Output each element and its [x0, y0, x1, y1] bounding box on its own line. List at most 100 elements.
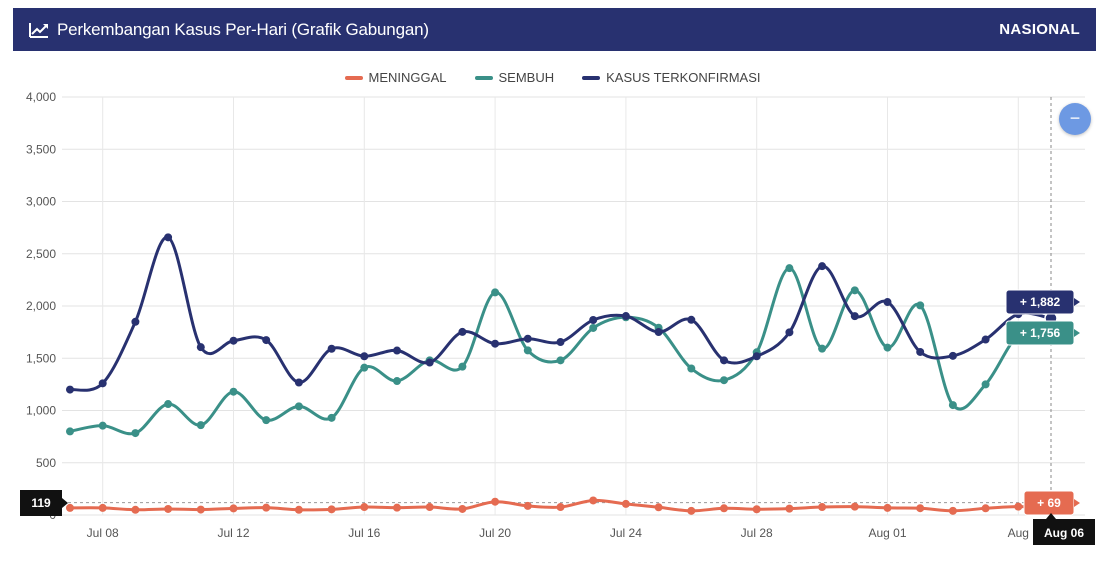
data-point — [360, 352, 369, 361]
x-axis-marker-arrow — [1046, 513, 1056, 519]
y-tick-label: 1,500 — [26, 351, 56, 365]
y-tick-label: 2,000 — [26, 299, 56, 313]
legend-item-confirmed[interactable]: KASUS TERKONFIRMASI — [582, 70, 760, 85]
series-points-deaths — [66, 496, 1058, 515]
data-point — [621, 499, 630, 508]
data-point — [229, 336, 238, 345]
data-point — [850, 502, 859, 511]
data-point — [621, 312, 630, 321]
x-tick-label: Jul 28 — [741, 526, 773, 540]
tooltip-deaths: + 69 — [1023, 490, 1080, 516]
tooltip-confirmed: + 1,882 — [1005, 289, 1080, 315]
legend-swatch-deaths — [344, 75, 363, 80]
legend-item-deaths[interactable]: MENINGGAL — [344, 70, 447, 85]
data-point — [458, 504, 467, 513]
y-tick-label: 500 — [36, 456, 56, 470]
data-point — [948, 506, 957, 515]
data-point — [393, 377, 401, 386]
data-point — [556, 338, 565, 347]
series-line-confirmed — [69, 235, 1052, 392]
data-point — [196, 421, 205, 430]
data-point — [66, 385, 74, 394]
data-point — [752, 505, 761, 514]
data-point — [393, 346, 401, 355]
data-point — [458, 362, 467, 371]
data-point — [294, 402, 303, 411]
data-point — [491, 339, 500, 348]
scope-label[interactable]: NASIONAL — [999, 21, 1080, 38]
x-tick-label: Jul 16 — [348, 526, 380, 540]
data-point — [850, 312, 859, 321]
data-point — [556, 356, 565, 365]
data-point — [98, 421, 107, 430]
data-point — [818, 503, 827, 512]
data-point — [523, 334, 532, 343]
data-point — [458, 327, 467, 336]
data-point — [98, 503, 107, 512]
data-point — [294, 505, 303, 514]
x-axis-marker-text: Aug 06 — [1044, 526, 1084, 540]
data-point — [818, 344, 827, 353]
data-point — [981, 380, 990, 389]
data-point — [360, 363, 369, 372]
data-point — [491, 497, 500, 506]
data-point — [327, 413, 336, 422]
data-point — [164, 400, 173, 409]
y-axis-marker-arrow — [62, 498, 68, 508]
data-point — [523, 346, 532, 355]
data-point — [720, 356, 728, 365]
header-left: Perkembangan Kasus Per-Hari (Grafik Gabu… — [29, 20, 429, 40]
data-point — [752, 352, 761, 361]
data-point — [687, 506, 696, 515]
x-tick-label: Jul 12 — [217, 526, 249, 540]
tooltip-recovered-arrow — [1074, 329, 1080, 337]
data-point — [196, 505, 205, 514]
data-point — [589, 496, 598, 505]
data-point — [948, 401, 957, 410]
tooltip-deaths-text: + 69 — [1037, 496, 1061, 510]
y-tick-label: 2,500 — [26, 247, 56, 261]
x-axis-marker-box — [1033, 519, 1095, 545]
y-axis-marker-box — [20, 490, 62, 516]
x-tick-label: Jul 08 — [87, 526, 119, 540]
x-axis-marker: Aug 06 — [1033, 513, 1095, 545]
data-point — [262, 336, 271, 345]
legend-label-confirmed: KASUS TERKONFIRMASI — [606, 70, 761, 85]
data-point — [196, 343, 205, 352]
data-point — [654, 503, 663, 512]
data-point — [131, 505, 140, 514]
data-point — [785, 328, 794, 337]
x-tick-label: Aug — [1008, 526, 1029, 540]
x-tick-label: Jul 24 — [610, 526, 642, 540]
data-point — [883, 343, 892, 352]
data-point — [850, 286, 859, 295]
legend-swatch-confirmed — [582, 75, 601, 80]
data-point — [131, 429, 140, 438]
data-point — [360, 503, 369, 512]
series-line-recovered — [69, 266, 1052, 436]
zoom-out-button[interactable]: − — [1059, 103, 1091, 135]
minus-icon: − — [1069, 108, 1081, 128]
tooltip-recovered: + 1,756 — [1005, 320, 1080, 346]
data-point — [589, 316, 598, 325]
y-tick-label: 1,000 — [26, 404, 56, 418]
data-point — [981, 504, 990, 513]
data-point — [883, 298, 892, 307]
data-point — [654, 328, 663, 337]
data-point — [327, 505, 336, 514]
data-point — [294, 378, 303, 387]
x-tick-label: Jul 20 — [479, 526, 511, 540]
tooltip-deaths-arrow — [1074, 499, 1080, 507]
data-point — [916, 504, 925, 513]
data-point — [66, 427, 74, 436]
data-point — [589, 323, 598, 332]
tooltip-recovered-text: + 1,756 — [1020, 326, 1061, 340]
data-point — [1014, 502, 1023, 511]
data-point — [425, 503, 434, 512]
data-point — [393, 503, 401, 512]
y-axis-marker-text: 119 — [31, 496, 51, 510]
data-point — [916, 301, 925, 310]
legend-item-recovered[interactable]: SEMBUH — [474, 70, 554, 85]
data-point — [883, 503, 892, 512]
